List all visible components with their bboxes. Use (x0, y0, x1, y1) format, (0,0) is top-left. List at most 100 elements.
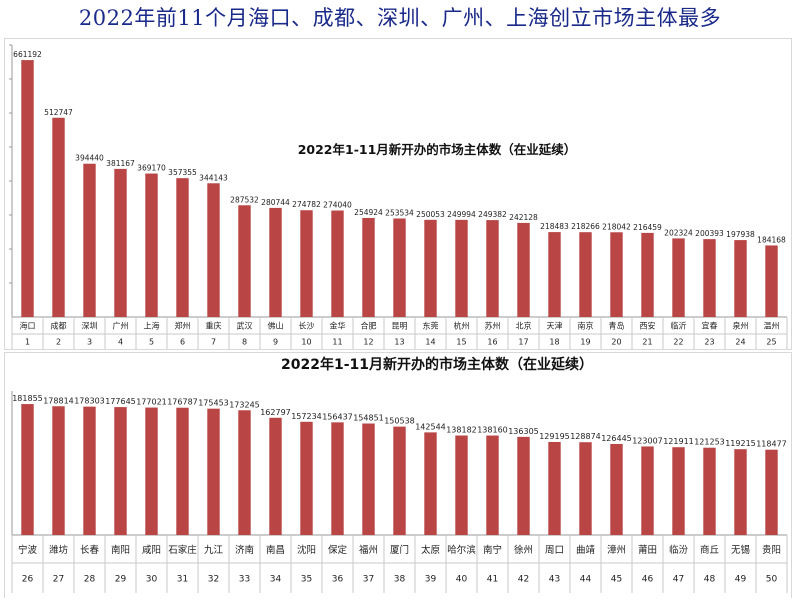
rank-label: 47 (673, 575, 684, 585)
data-label: 121253 (694, 438, 725, 447)
category-label: 深圳 (82, 321, 98, 331)
top-bar-chart: 2022年1-11月新开办的市场主体数（在业延续）661192海口1512747… (9, 44, 788, 349)
category-label: 重庆 (206, 321, 222, 331)
category-label: 漳州 (607, 544, 626, 556)
rank-label: 2 (56, 338, 61, 347)
rank-label: 48 (704, 575, 716, 585)
rank-label: 10 (301, 338, 311, 347)
data-label: 250053 (416, 210, 445, 219)
bar (579, 232, 592, 317)
data-label: 138182 (446, 426, 477, 435)
rank-label: 12 (363, 338, 373, 347)
data-label: 154851 (353, 414, 384, 423)
category-label: 长沙 (299, 321, 315, 331)
category-label: 泉州 (733, 321, 749, 331)
rank-label: 46 (642, 575, 654, 585)
bar (83, 163, 96, 317)
data-label: 274782 (292, 200, 321, 209)
category-label: 宁波 (18, 544, 38, 556)
bar (207, 183, 220, 317)
bar (300, 210, 313, 317)
bar (424, 219, 437, 317)
category-label: 上海 (144, 321, 160, 331)
bar (610, 443, 623, 535)
category-label: 天津 (547, 321, 563, 331)
category-label: 周口 (545, 545, 564, 556)
data-label: 369170 (137, 164, 166, 173)
category-label: 曲靖 (576, 544, 596, 556)
data-label: 218266 (571, 222, 600, 231)
category-label: 广州 (113, 321, 129, 331)
data-label: 173245 (229, 400, 260, 409)
bar (424, 432, 437, 535)
rank-label: 44 (580, 575, 592, 585)
rank-label: 6 (180, 338, 185, 347)
bar (269, 417, 282, 535)
bar (548, 441, 561, 535)
category-label: 宜春 (702, 321, 718, 331)
rank-label: 45 (611, 575, 622, 585)
rank-label: 27 (53, 575, 64, 585)
bar (362, 217, 375, 317)
category-label: 成都 (51, 321, 67, 331)
data-label: 177645 (105, 397, 136, 406)
category-label: 杭州 (454, 321, 470, 331)
category-label: 太原 (421, 544, 440, 556)
data-label: 184168 (757, 235, 786, 244)
rank-label: 30 (146, 575, 158, 585)
rank-label: 50 (766, 575, 778, 585)
category-label: 徐州 (514, 544, 533, 556)
bar (83, 406, 96, 535)
category-label: 金华 (330, 321, 346, 331)
rank-label: 13 (394, 338, 404, 347)
data-label: 178814 (43, 396, 74, 405)
bar (300, 421, 313, 535)
data-label: 274040 (323, 201, 352, 210)
category-label: 郑州 (175, 321, 191, 331)
rank-label: 49 (735, 575, 747, 585)
bar (517, 436, 530, 535)
bar (517, 222, 530, 317)
data-label: 661192 (13, 50, 42, 59)
rank-label: 24 (735, 338, 745, 347)
rank-label: 35 (301, 575, 312, 585)
bar (548, 232, 561, 317)
category-label: 临汾 (669, 544, 689, 556)
rank-label: 38 (394, 575, 406, 585)
bar (672, 447, 685, 535)
rank-label: 7 (211, 338, 216, 347)
rank-label: 33 (239, 575, 250, 585)
bar (579, 442, 592, 535)
data-label: 381167 (106, 159, 135, 168)
rank-label: 43 (549, 575, 560, 585)
rank-label: 29 (115, 575, 127, 585)
rank-label: 32 (208, 575, 219, 585)
category-label: 南宁 (483, 544, 502, 556)
data-label: 218483 (540, 222, 569, 231)
category-label: 九江 (204, 544, 224, 556)
bar (52, 406, 65, 535)
category-label: 厦门 (390, 544, 409, 556)
data-label: 253534 (385, 208, 414, 217)
data-label: 200393 (695, 229, 724, 238)
rank-label: 19 (580, 338, 590, 347)
data-label: 157234 (291, 412, 322, 421)
data-label: 156437 (322, 412, 353, 421)
category-label: 北京 (516, 321, 532, 331)
rank-label: 37 (363, 575, 374, 585)
rank-label: 17 (518, 338, 528, 347)
bar (486, 435, 499, 535)
category-label: 沈阳 (297, 544, 316, 556)
rank-label: 28 (84, 575, 96, 585)
rank-label: 21 (642, 338, 652, 347)
category-label: 哈尔滨 (447, 544, 476, 556)
data-label: 175453 (198, 399, 229, 408)
category-label: 莆田 (638, 544, 657, 556)
data-label: 216459 (633, 223, 662, 232)
rank-label: 20 (611, 338, 621, 347)
bar (331, 422, 344, 535)
bar (114, 407, 127, 535)
bar (176, 407, 189, 535)
bar (393, 218, 406, 317)
bar (238, 205, 251, 317)
